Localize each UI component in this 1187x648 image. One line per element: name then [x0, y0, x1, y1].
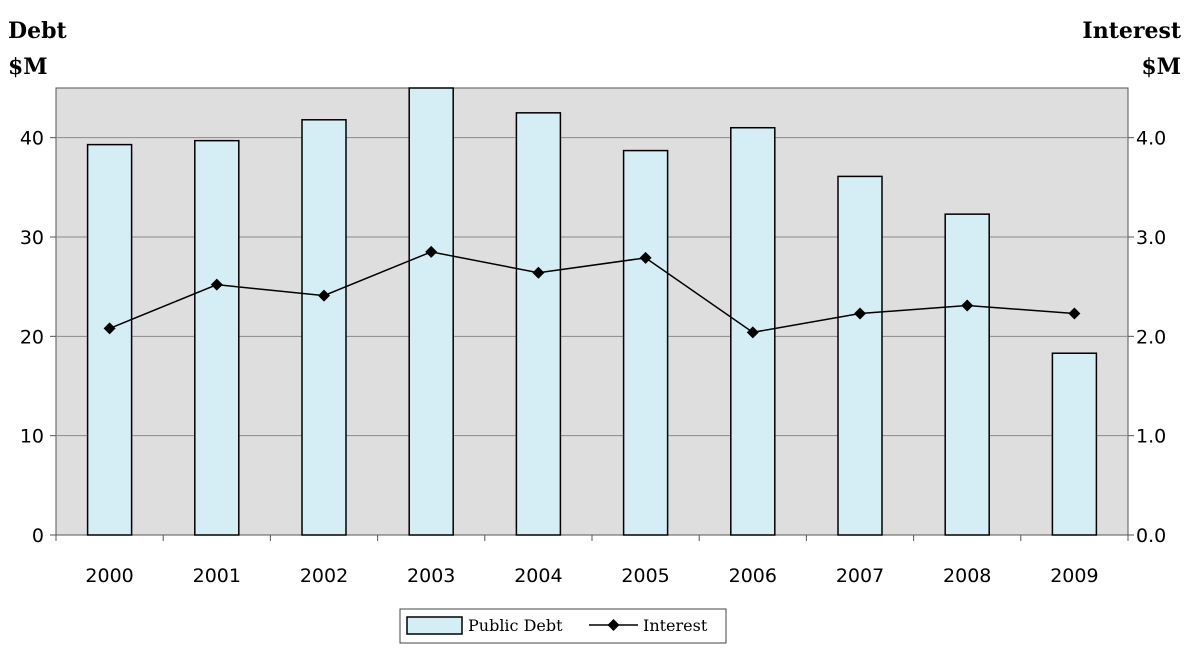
- x-axis-tick-label: 2006: [729, 565, 777, 587]
- bar-public-debt: [301, 119, 347, 536]
- legend-bar-swatch: [406, 616, 463, 635]
- bar-public-debt: [515, 112, 562, 536]
- left-axis-tick-label: 40: [20, 128, 44, 150]
- x-axis-tick-label: 2003: [407, 565, 455, 587]
- right-axis-tick-label: 1.0: [1136, 426, 1166, 448]
- x-axis-tick-label: 2009: [1050, 565, 1098, 587]
- interest-point: [639, 251, 652, 264]
- interest-point: [210, 278, 223, 291]
- x-axis-tick-label: 2001: [193, 565, 241, 587]
- x-axis-tick-label: 2000: [85, 565, 133, 587]
- bar-public-debt: [1051, 352, 1098, 536]
- axes: 0 10 20 30 40 0.0 1.0 2.0 3.0 4.0 2000 2001 2002 2003…: [20, 128, 1166, 587]
- left-axis-title-line1: Debt: [8, 18, 67, 44]
- right-axis-title-line2: $M: [1141, 54, 1181, 80]
- interest-point: [103, 322, 116, 335]
- bar-public-debt: [408, 87, 454, 536]
- left-axis-tick-label: 10: [20, 426, 44, 448]
- right-axis-title-line1: Interest: [1082, 18, 1181, 44]
- left-axis-tick-label: 0: [32, 525, 44, 547]
- x-axis-tick-label: 2004: [514, 565, 562, 587]
- right-axis-tick-label: 4.0: [1136, 128, 1166, 150]
- bar-public-debt: [194, 139, 240, 536]
- interest-point: [1068, 307, 1081, 320]
- interest-point: [532, 266, 545, 279]
- bar-public-debt: [622, 149, 669, 536]
- interest-line: [103, 245, 1081, 339]
- legend-label-public-debt: Public Debt: [468, 616, 563, 635]
- interest-point: [425, 245, 438, 258]
- legend-diamond-marker: [607, 619, 620, 631]
- left-axis-tick-label: 20: [20, 326, 44, 348]
- interest-point: [854, 307, 866, 320]
- right-axis-tick-label: 3.0: [1136, 227, 1166, 249]
- bar-public-debt: [944, 213, 990, 536]
- right-axis-tick-label: 0.0: [1136, 525, 1166, 547]
- interest-line-path: [109, 251, 1075, 334]
- x-axis-tick-label: 2008: [943, 565, 991, 587]
- bar-public-debt: [86, 143, 133, 536]
- x-axis-tick-label: 2005: [621, 565, 669, 587]
- x-axis-tick-label: 2002: [300, 565, 348, 587]
- right-axis-tick-label: 2.0: [1136, 326, 1166, 348]
- x-axis-tick-label: 2007: [836, 565, 884, 587]
- legend-label-interest: Interest: [643, 616, 708, 635]
- bar-public-debt: [837, 175, 883, 536]
- interest-point: [746, 326, 759, 339]
- left-axis-title-line2: $M: [8, 54, 48, 80]
- left-axis-tick-label: 30: [20, 227, 44, 249]
- bars: [86, 87, 1098, 536]
- interest-point: [318, 289, 330, 302]
- interest-point: [961, 299, 974, 312]
- legend: Public Debt Interest: [399, 608, 727, 644]
